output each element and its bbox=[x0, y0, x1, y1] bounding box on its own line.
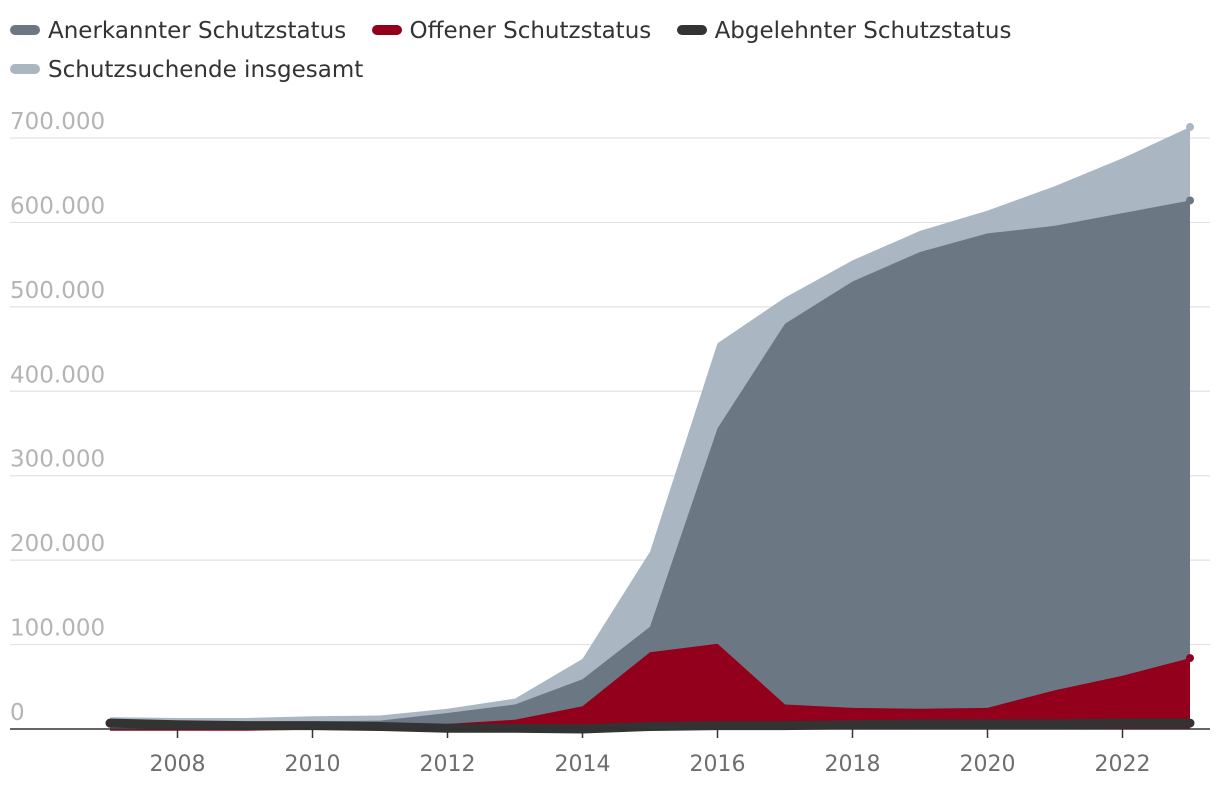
y-axis: 0 100.000 200.000 300.000 400.000 500.000 600.… bbox=[10, 109, 105, 726]
x-axis: 2008 2010 2012 2014 2016 2018 2020 2022 bbox=[10, 728, 1210, 777]
y-tick-label: 600.000 bbox=[10, 193, 105, 219]
legend-swatch bbox=[371, 24, 402, 35]
x-tick-label: 2018 bbox=[825, 752, 881, 777]
y-tick-label: 200.000 bbox=[10, 531, 105, 557]
legend-swatch bbox=[676, 24, 707, 35]
area-anerkannter-schutzstatus bbox=[110, 200, 1190, 729]
line-abgelehnter-schutzstatus bbox=[105, 718, 1195, 734]
end-point-abgelehnter-schutzstatus bbox=[1186, 719, 1194, 728]
area-offener-schutzstatus bbox=[110, 643, 1190, 731]
x-tick-label: 2012 bbox=[420, 752, 476, 777]
end-point-schutzsuchende-insgesamt bbox=[1186, 123, 1194, 132]
y-tick-label: 300.000 bbox=[10, 447, 105, 473]
legend-item-schutzsuchende-insgesamt: Schutzsuchende insgesamt bbox=[10, 51, 363, 90]
legend-label: Offener Schutzstatus bbox=[409, 18, 652, 44]
y-tick-label: 100.000 bbox=[10, 616, 105, 642]
x-tick-label: 2016 bbox=[690, 752, 746, 777]
x-tick-label: 2010 bbox=[285, 752, 341, 777]
legend-swatch bbox=[10, 63, 40, 74]
legend-label: Schutzsuchende insgesamt bbox=[48, 57, 364, 83]
legend-item-abgelehnter-schutzstatus: Abgelehnter Schutzstatus bbox=[676, 12, 1012, 51]
y-tick-label: 500.000 bbox=[10, 278, 105, 304]
legend-label: Anerkannter Schutzstatus bbox=[48, 18, 347, 44]
x-tick-label: 2020 bbox=[960, 752, 1016, 777]
series-areas bbox=[110, 127, 1190, 731]
legend-swatch bbox=[10, 24, 40, 35]
y-tick-label: 400.000 bbox=[10, 362, 105, 388]
y-tick-label: 700.000 bbox=[10, 109, 105, 135]
chart-legend: Anerkannter Schutzstatus Offener Schutzs… bbox=[10, 12, 1210, 90]
legend-item-offener-schutzstatus: Offener Schutzstatus bbox=[371, 12, 652, 51]
end-point-offener-schutzstatus bbox=[1186, 654, 1194, 663]
series-lines bbox=[105, 123, 1195, 734]
x-tick-label: 2022 bbox=[1095, 752, 1151, 777]
end-point-anerkannter-schutzstatus bbox=[1186, 196, 1194, 205]
x-tick-label: 2014 bbox=[555, 752, 611, 777]
x-tick-label: 2008 bbox=[150, 752, 206, 777]
legend-label: Abgelehnter Schutzstatus bbox=[714, 18, 1012, 44]
legend-item-anerkannter-schutzstatus: Anerkannter Schutzstatus bbox=[10, 12, 346, 51]
y-tick-label: 0 bbox=[10, 700, 25, 726]
